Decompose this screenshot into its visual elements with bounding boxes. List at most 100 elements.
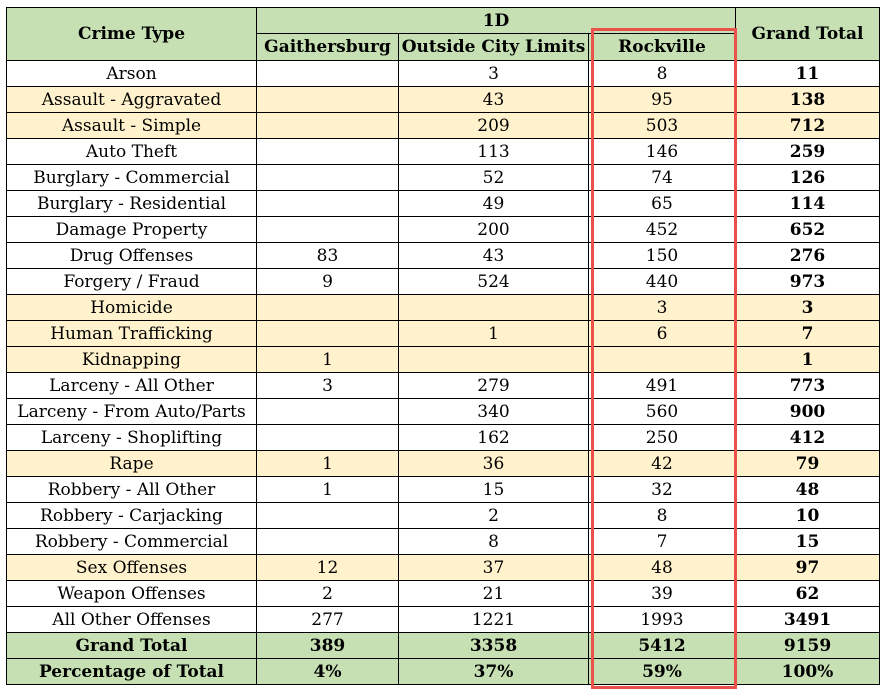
table-row: Assault - Aggravated 43 95 138 — [6, 86, 880, 113]
gaithersburg-cell: 1 — [256, 450, 399, 477]
grand-total-cell: 79 — [735, 450, 880, 477]
rockville-cell: 1993 — [588, 606, 736, 633]
crime-type-cell: Human Trafficking — [6, 320, 257, 347]
percentage-total: 100% — [735, 658, 880, 685]
table-row: Arson 3 8 11 — [6, 60, 880, 87]
table-row: Larceny - Shoplifting 162 250 412 — [6, 424, 880, 451]
outside-city-limits-cell: 43 — [398, 86, 589, 113]
gaithersburg-cell: 1 — [256, 476, 399, 503]
outside-city-limits-cell: 37 — [398, 554, 589, 581]
gaithersburg-cell — [256, 424, 399, 451]
outside-city-limits-cell: 1221 — [398, 606, 589, 633]
grand-total-cell: 712 — [735, 112, 880, 139]
grand-total-cell: 773 — [735, 372, 880, 399]
outside-city-limits-cell — [398, 346, 589, 373]
outside-city-limits-cell: 43 — [398, 242, 589, 269]
rockville-cell: 74 — [588, 164, 736, 191]
outside-city-limits-cell: 3 — [398, 60, 589, 87]
rockville-cell — [588, 346, 736, 373]
grand-total-cell: 3491 — [735, 606, 880, 633]
outside-city-limits-cell: 209 — [398, 112, 589, 139]
rockville-cell: 65 — [588, 190, 736, 217]
grand-total-cell: 62 — [735, 580, 880, 607]
gaithersburg-cell — [256, 294, 399, 321]
table-row: Robbery - All Other 1 15 32 48 — [6, 476, 880, 503]
table-row: Damage Property 200 452 652 — [6, 216, 880, 243]
grand-total-cell: 7 — [735, 320, 880, 347]
rockville-cell: 440 — [588, 268, 736, 295]
crime-type-cell: All Other Offenses — [6, 606, 257, 633]
gaithersburg-cell — [256, 112, 399, 139]
header-rockville: Rockville — [588, 33, 736, 61]
grand-total-cell: 276 — [735, 242, 880, 269]
crime-type-cell: Larceny - Shoplifting — [6, 424, 257, 451]
table-row: Homicide 3 3 — [6, 294, 880, 321]
outside-city-limits-cell — [398, 294, 589, 321]
grand-total-cell: 97 — [735, 554, 880, 581]
rockville-cell: 42 — [588, 450, 736, 477]
percentage-label: Percentage of Total — [6, 658, 257, 685]
crime-table: Crime Type 1D Grand Total Gaithersburg O… — [6, 7, 880, 685]
rockville-cell: 95 — [588, 86, 736, 113]
rockville-cell: 150 — [588, 242, 736, 269]
outside-city-limits-cell: 113 — [398, 138, 589, 165]
grand-total-total: 9159 — [735, 632, 880, 659]
table-row: All Other Offenses 277 1221 1993 3491 — [6, 606, 880, 633]
gaithersburg-cell: 3 — [256, 372, 399, 399]
grand-total-cell: 11 — [735, 60, 880, 87]
header-grand-total: Grand Total — [735, 7, 880, 61]
rockville-cell: 8 — [588, 60, 736, 87]
grand-total-cell: 10 — [735, 502, 880, 529]
table-row: Robbery - Commercial 8 7 15 — [6, 528, 880, 555]
gaithersburg-cell: 12 — [256, 554, 399, 581]
grand-total-gaithersburg: 389 — [256, 632, 399, 659]
outside-city-limits-cell: 8 — [398, 528, 589, 555]
gaithersburg-cell — [256, 398, 399, 425]
outside-city-limits-cell: 1 — [398, 320, 589, 347]
table-row: Rape 1 36 42 79 — [6, 450, 880, 477]
rockville-cell: 6 — [588, 320, 736, 347]
gaithersburg-cell: 1 — [256, 346, 399, 373]
rockville-cell: 8 — [588, 502, 736, 529]
gaithersburg-cell — [256, 138, 399, 165]
crime-type-cell: Rape — [6, 450, 257, 477]
rockville-cell: 146 — [588, 138, 736, 165]
grand-total-cell: 973 — [735, 268, 880, 295]
gaithersburg-cell: 83 — [256, 242, 399, 269]
crime-type-cell: Robbery - Carjacking — [6, 502, 257, 529]
grand-total-cell: 412 — [735, 424, 880, 451]
grand-total-label: Grand Total — [6, 632, 257, 659]
grand-total-cell: 3 — [735, 294, 880, 321]
gaithersburg-cell — [256, 528, 399, 555]
header-crime-type: Crime Type — [6, 7, 257, 61]
grand-total-cell: 126 — [735, 164, 880, 191]
crime-type-cell: Larceny - From Auto/Parts — [6, 398, 257, 425]
table-row: Weapon Offenses 2 21 39 62 — [6, 580, 880, 607]
gaithersburg-cell: 9 — [256, 268, 399, 295]
rockville-cell: 32 — [588, 476, 736, 503]
crime-type-cell: Homicide — [6, 294, 257, 321]
gaithersburg-cell: 277 — [256, 606, 399, 633]
crime-type-cell: Robbery - All Other — [6, 476, 257, 503]
outside-city-limits-cell: 2 — [398, 502, 589, 529]
grand-total-cell: 15 — [735, 528, 880, 555]
crime-type-cell: Robbery - Commercial — [6, 528, 257, 555]
table-body: Arson 3 8 11 Assault - Aggravated 43 95 138 Assa… — [6, 60, 880, 633]
gaithersburg-cell — [256, 320, 399, 347]
crime-type-cell: Auto Theft — [6, 138, 257, 165]
outside-city-limits-cell: 52 — [398, 164, 589, 191]
table-row: Auto Theft 113 146 259 — [6, 138, 880, 165]
crime-type-cell: Damage Property — [6, 216, 257, 243]
gaithersburg-cell — [256, 216, 399, 243]
gaithersburg-cell — [256, 164, 399, 191]
grand-total-cell: 48 — [735, 476, 880, 503]
grand-total-outside: 3358 — [398, 632, 589, 659]
rockville-cell: 3 — [588, 294, 736, 321]
percentage-gaithersburg: 4% — [256, 658, 399, 685]
grand-total-cell: 1 — [735, 346, 880, 373]
table-row: Sex Offenses 12 37 48 97 — [6, 554, 880, 581]
outside-city-limits-cell: 36 — [398, 450, 589, 477]
crime-type-cell: Assault - Aggravated — [6, 86, 257, 113]
header-outside-city-limits: Outside City Limits — [398, 33, 589, 61]
rockville-cell: 48 — [588, 554, 736, 581]
